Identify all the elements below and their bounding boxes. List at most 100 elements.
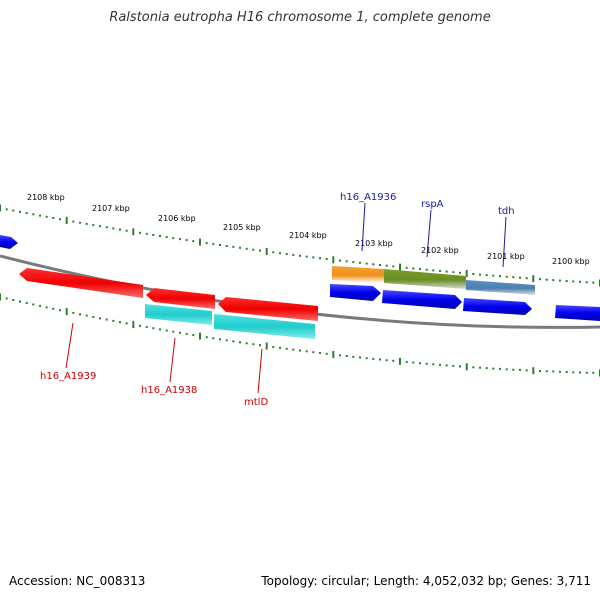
lower-minor-tick (545, 370, 548, 373)
upper-minor-tick (245, 247, 248, 250)
gene-rspa[interactable] (384, 269, 466, 289)
upper-major-tick (199, 238, 201, 246)
lower-minor-tick (45, 306, 48, 309)
label-h16-a1938[interactable]: h16_A1938 (141, 385, 197, 396)
upper-minor-tick (492, 274, 495, 277)
upper-minor-tick (125, 229, 128, 232)
upper-minor-tick (472, 273, 475, 275)
lower-minor-tick (39, 304, 41, 307)
gene-mtld[interactable] (214, 314, 315, 339)
lower-major-tick (265, 342, 268, 350)
leader-h16-a1938 (169, 337, 176, 383)
upper-minor-tick (385, 264, 388, 267)
label-h16-a1939[interactable]: h16_A1939 (40, 371, 96, 382)
upper-minor-tick (345, 260, 348, 263)
upper-minor-tick (212, 243, 215, 246)
scale-label-2106: 2106 kbp (158, 214, 196, 223)
label-tdh[interactable]: tdh (498, 206, 515, 217)
upper-major-tick (532, 275, 535, 283)
scale-label-2107: 2107 kbp (92, 204, 130, 213)
upper-minor-tick (25, 212, 28, 215)
lower-minor-tick (519, 369, 521, 371)
gene-h16-a1936[interactable] (332, 266, 384, 283)
gene-tdh-forward[interactable] (463, 298, 532, 315)
upper-minor-tick (512, 276, 515, 279)
upper-major-tick (332, 256, 335, 264)
lower-minor-tick (419, 362, 421, 365)
upper-major-tick (132, 228, 135, 236)
lower-minor-tick (152, 327, 155, 330)
label-rspa[interactable]: rspA (421, 199, 444, 210)
upper-minor-tick (72, 220, 75, 223)
scale-label-2100: 2100 kbp (552, 257, 590, 266)
lower-minor-tick (585, 371, 588, 374)
lower-minor-tick (125, 322, 128, 325)
upper-minor-tick (552, 279, 555, 282)
label-h16-a1936[interactable]: h16_A1936 (340, 192, 396, 203)
upper-minor-tick (452, 271, 455, 274)
lower-minor-tick (432, 363, 435, 366)
upper-minor-tick (379, 264, 381, 266)
lower-major-tick (532, 367, 535, 375)
gene-forward-left-edge[interactable] (0, 235, 18, 249)
upper-minor-tick (479, 273, 481, 276)
gene-mtld-red[interactable] (218, 297, 318, 321)
gene-rspa-forward[interactable] (382, 290, 462, 309)
gene-h16-a1938[interactable] (145, 304, 212, 325)
lower-minor-tick (445, 364, 448, 367)
upper-minor-tick (292, 253, 295, 256)
map-title: Ralstonia eutropha H16 chromosome 1, com… (109, 10, 491, 25)
gene-h16-a1936-forward[interactable] (330, 284, 381, 301)
upper-minor-tick (285, 253, 288, 256)
lower-minor-tick (79, 313, 81, 316)
upper-minor-tick (159, 235, 161, 237)
upper-minor-tick (419, 268, 421, 271)
lower-minor-tick (252, 343, 255, 346)
upper-minor-tick (252, 248, 255, 251)
gene-h16-a1938-red[interactable] (146, 288, 215, 309)
upper-minor-tick (439, 270, 441, 272)
upper-minor-tick (539, 278, 541, 281)
upper-minor-tick (572, 280, 575, 283)
upper-minor-tick (19, 210, 21, 213)
lower-minor-tick (139, 324, 141, 327)
scale-label-2103: 2103 kbp (355, 239, 393, 248)
upper-minor-tick (12, 209, 15, 212)
lower-minor-tick (292, 348, 295, 351)
lower-minor-tick (232, 340, 235, 343)
upper-minor-tick (592, 281, 595, 284)
upper-minor-tick (372, 263, 375, 266)
lower-minor-tick (325, 352, 328, 355)
lower-minor-tick (345, 355, 348, 357)
upper-minor-tick (119, 228, 121, 231)
gene-forward-right-edge[interactable] (555, 305, 600, 321)
lower-major-tick (0, 293, 1, 301)
gene-tdh[interactable] (466, 280, 535, 295)
upper-minor-tick (325, 258, 328, 260)
lower-minor-tick (492, 367, 495, 370)
lower-minor-tick (112, 319, 115, 322)
lower-major-tick (65, 308, 68, 316)
lower-minor-tick (225, 339, 228, 342)
upper-minor-tick (545, 278, 548, 281)
lower-minor-tick (165, 329, 168, 332)
lower-major-tick (332, 351, 335, 358)
upper-major-tick (65, 216, 68, 224)
upper-minor-tick (152, 234, 155, 236)
upper-minor-tick (59, 218, 61, 221)
upper-minor-tick (172, 237, 175, 240)
lower-minor-tick (565, 371, 568, 373)
upper-minor-tick (499, 275, 501, 278)
upper-minor-tick (145, 232, 148, 235)
upper-minor-tick (279, 252, 281, 255)
label-mtld[interactable]: mtlD (244, 397, 268, 408)
lower-minor-tick (579, 371, 581, 374)
lower-minor-tick (485, 367, 488, 370)
gene-h16-a1939[interactable] (19, 268, 143, 298)
upper-minor-tick (405, 266, 408, 269)
lower-minor-tick (405, 361, 408, 364)
lower-minor-tick (92, 316, 95, 318)
upper-minor-tick (359, 261, 361, 264)
lower-major-tick (465, 363, 468, 371)
